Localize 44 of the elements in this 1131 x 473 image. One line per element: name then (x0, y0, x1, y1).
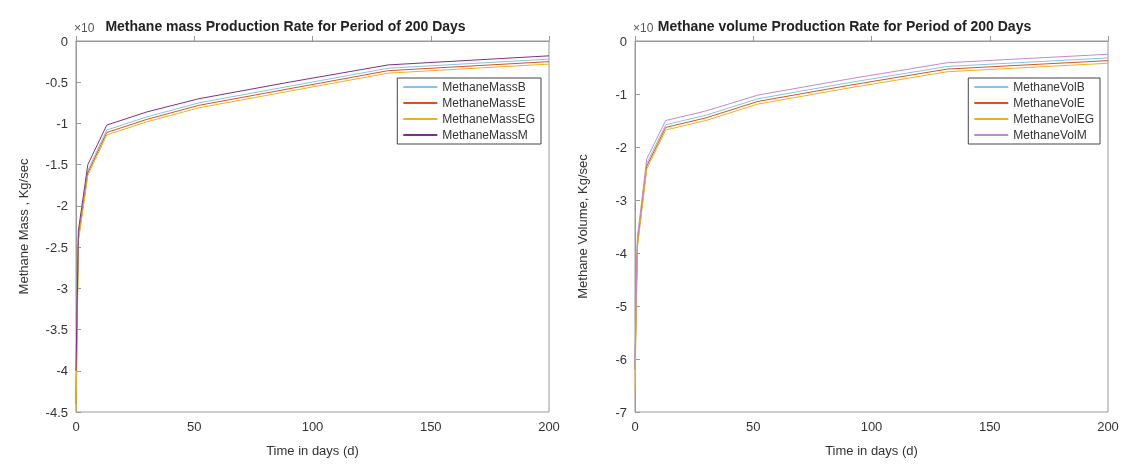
chart-title: Methane volume Production Rate for Period of 200 Days (657, 18, 1032, 34)
x-tick-label: 50 (746, 419, 761, 434)
y-axis-title: Methane Mass , Kg/sec (16, 158, 31, 295)
text: ×10 (633, 21, 654, 35)
legend-label: MethaneMassB (442, 80, 526, 94)
legend-label: MethaneVolEG (1013, 112, 1094, 126)
chart-title: Methane mass Production Rate for Period of 200 Days (105, 18, 466, 34)
x-tick-label: 150 (419, 419, 442, 434)
y-tick-label: -0.5 (45, 74, 68, 90)
y-tick-label: -2 (56, 198, 68, 214)
y-tick-label: -1.5 (45, 157, 68, 173)
x-axis-title: Time in days (d) (825, 443, 918, 458)
y-tick-label: -3.5 (45, 322, 68, 338)
legend-label: MethaneVolE (1013, 96, 1085, 110)
legend-label: MethaneMassE (442, 96, 526, 110)
y-tick-label: 0 (619, 33, 627, 49)
y-tick-label: -3 (56, 280, 68, 296)
x-tick-label: 0 (631, 419, 639, 434)
x-tick-label: 100 (860, 419, 883, 434)
y-tick-label: -2.5 (45, 239, 68, 255)
x-axis-title: Time in days (d) (266, 443, 359, 458)
x-tick-label: 100 (301, 419, 324, 434)
legend-label: MethaneMassM (442, 128, 528, 142)
y-tick-label: -2 (615, 139, 627, 155)
y-tick-label: -4 (615, 245, 627, 261)
x-tick-label: 150 (978, 419, 1001, 434)
legend-label: MethaneVolM (1013, 128, 1087, 142)
legend-label: MethaneVolB (1013, 80, 1085, 94)
y-axis-title: Methane Volume, Kg/sec (575, 153, 590, 299)
y-tick-label: -1 (56, 115, 68, 131)
x-tick-label: 200 (1097, 419, 1119, 434)
y-tick-label: -1 (615, 86, 627, 102)
y-tick-label: -6 (615, 351, 627, 367)
x-tick-label: 50 (187, 419, 202, 434)
y-tick-label: -4 (56, 363, 68, 379)
y-tick-label: 0 (60, 33, 68, 49)
legend-label: MethaneMassEG (442, 112, 536, 126)
y-tick-label: -3 (615, 192, 627, 208)
y-tick-label: -4.5 (45, 404, 68, 420)
text: ×10 (74, 21, 95, 35)
x-tick-label: 200 (538, 419, 560, 434)
y-tick-label: -7 (615, 404, 627, 420)
x-tick-label: 0 (72, 419, 80, 434)
y-tick-label: -5 (615, 298, 627, 314)
